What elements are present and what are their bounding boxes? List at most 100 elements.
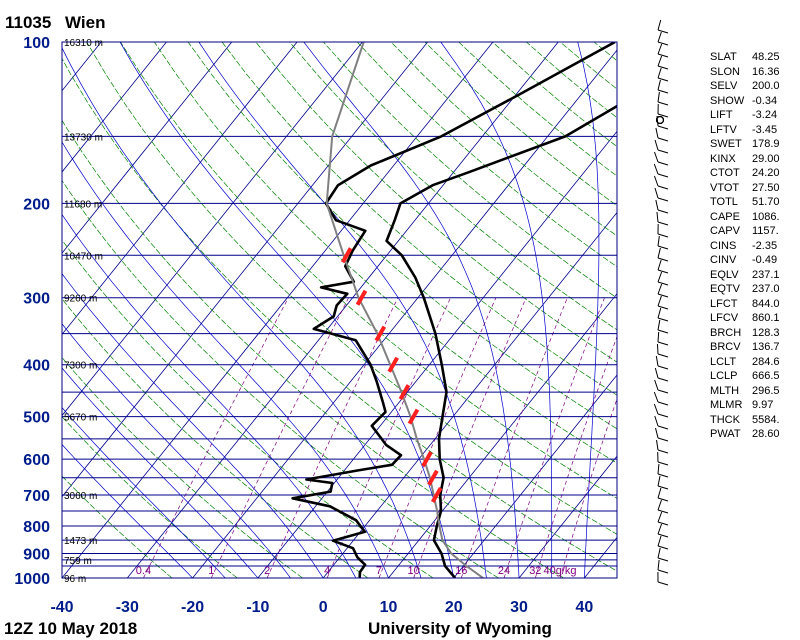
index-row: CINS -2.35 bbox=[710, 239, 780, 254]
index-value: 860.1 bbox=[752, 312, 780, 325]
index-row: BRCH 128.3 bbox=[710, 326, 780, 341]
wind-barb bbox=[657, 547, 669, 562]
index-row: MLTH 296.5 bbox=[710, 384, 780, 399]
isotherm-line bbox=[257, 130, 617, 578]
wind-barb bbox=[657, 535, 669, 550]
index-key: CINV bbox=[710, 254, 737, 267]
pressure-label: 900 bbox=[23, 546, 50, 563]
dry-adiabat-line bbox=[62, 298, 369, 578]
mixing-ratio-line bbox=[266, 297, 399, 578]
index-key: BRCH bbox=[710, 326, 742, 339]
pressure-label: 300 bbox=[23, 291, 50, 308]
wind-barb bbox=[657, 523, 669, 538]
wind-barb bbox=[657, 463, 669, 478]
index-key: LFCV bbox=[710, 312, 739, 325]
wind-barb bbox=[654, 379, 669, 394]
wind-barb bbox=[655, 355, 669, 370]
index-value: 178.9 bbox=[752, 138, 780, 151]
wind-barb bbox=[657, 79, 669, 94]
moist-adiabat-line bbox=[62, 407, 226, 578]
profile-series-1 bbox=[385, 104, 617, 578]
index-value: 1086. bbox=[752, 210, 780, 223]
pressure-label: 100 bbox=[23, 35, 50, 52]
temperature-label: -20 bbox=[181, 599, 204, 616]
wind-barb bbox=[653, 175, 669, 190]
index-row: SLAT 48.25 bbox=[710, 50, 780, 65]
index-row: TOTL 51.70 bbox=[710, 195, 780, 210]
index-row: CINV -0.49 bbox=[710, 253, 780, 268]
isotherm-line bbox=[322, 211, 617, 578]
stability-indices: SLAT 48.25 SLON 16.36 SELV 200.0 SHOW -0.34 LIFT… bbox=[710, 50, 780, 442]
wind-barb bbox=[656, 439, 669, 454]
index-key: VTOT bbox=[710, 181, 740, 194]
index-row: SHOW -0.34 bbox=[710, 94, 780, 109]
mixing-ratio-label: 24 bbox=[498, 565, 510, 577]
wind-barb bbox=[657, 487, 669, 502]
index-row: SELV 200.0 bbox=[710, 79, 780, 94]
footer-source: University of Wyoming bbox=[368, 619, 552, 638]
wind-barb bbox=[657, 223, 669, 238]
pressure-label: 400 bbox=[23, 358, 50, 375]
parcel-mark bbox=[398, 384, 411, 401]
moist-adiabat-line bbox=[62, 47, 422, 578]
index-key: LCLT bbox=[710, 355, 737, 368]
wind-barb bbox=[657, 91, 669, 106]
height-label: 13730 m bbox=[64, 132, 103, 143]
index-key: MLTH bbox=[710, 384, 740, 397]
index-row: CAPE 1086. bbox=[710, 210, 780, 225]
index-row: MLMR 9.97 bbox=[710, 398, 780, 413]
mixing-ratio-line bbox=[503, 297, 605, 578]
index-value: 16.36 bbox=[752, 65, 780, 78]
wind-barb bbox=[657, 511, 669, 526]
index-key: EQTV bbox=[710, 283, 740, 296]
height-label: 1473 m bbox=[64, 536, 97, 547]
mixing-ratio-label: 40g/kg bbox=[544, 565, 577, 577]
wind-barb bbox=[657, 55, 669, 70]
wind-barb bbox=[655, 427, 669, 442]
index-key: CAPV bbox=[710, 225, 740, 238]
index-value: 48.25 bbox=[752, 51, 780, 63]
temperature-label: 10 bbox=[380, 599, 398, 616]
isobars bbox=[62, 41, 617, 579]
isotherm-line bbox=[62, 42, 167, 173]
index-value: 29.00 bbox=[752, 152, 780, 165]
pressure-label: 1000 bbox=[14, 571, 50, 588]
index-key: SLAT bbox=[710, 51, 737, 63]
isotherm-line bbox=[62, 42, 298, 336]
wind-barb bbox=[657, 283, 669, 298]
index-value: -3.45 bbox=[752, 123, 778, 136]
index-row: SLON 16.36 bbox=[710, 65, 780, 80]
index-key: TOTL bbox=[710, 196, 738, 209]
profile-series-2 bbox=[325, 42, 484, 578]
index-row: LFCV 860.1 bbox=[710, 311, 780, 326]
wind-barb bbox=[657, 331, 669, 346]
index-key: CAPE bbox=[710, 210, 740, 223]
mixing-ratio-label: 16 bbox=[455, 565, 467, 577]
index-value: 27.50 bbox=[752, 181, 780, 194]
index-row: SWET 178.9 bbox=[710, 137, 780, 152]
wind-barb bbox=[657, 475, 669, 490]
wind-barb bbox=[653, 163, 669, 178]
wind-barb bbox=[657, 571, 669, 586]
wind-barb bbox=[653, 391, 669, 406]
parcel-mark bbox=[340, 247, 353, 264]
height-label: 5670 m bbox=[64, 413, 97, 424]
height-label: 11680 m bbox=[64, 199, 102, 210]
index-value: 296.5 bbox=[752, 384, 780, 397]
index-value: 237.1 bbox=[752, 268, 780, 281]
index-value: 1157. bbox=[752, 225, 779, 238]
temperature-label: -10 bbox=[246, 599, 269, 616]
index-row: CAPV 1157. bbox=[710, 224, 780, 239]
wind-barb bbox=[657, 451, 669, 466]
wind-barb bbox=[655, 127, 669, 142]
index-key: SLON bbox=[710, 65, 740, 78]
mixing-ratio-label: 1 bbox=[208, 565, 214, 577]
mixing-ratio-label: 0.4 bbox=[136, 565, 151, 577]
wind-barb bbox=[657, 307, 669, 322]
wind-barb bbox=[654, 415, 669, 430]
index-key: CINS bbox=[710, 239, 737, 252]
wind-barb bbox=[653, 403, 669, 418]
wind-barb bbox=[655, 199, 669, 214]
